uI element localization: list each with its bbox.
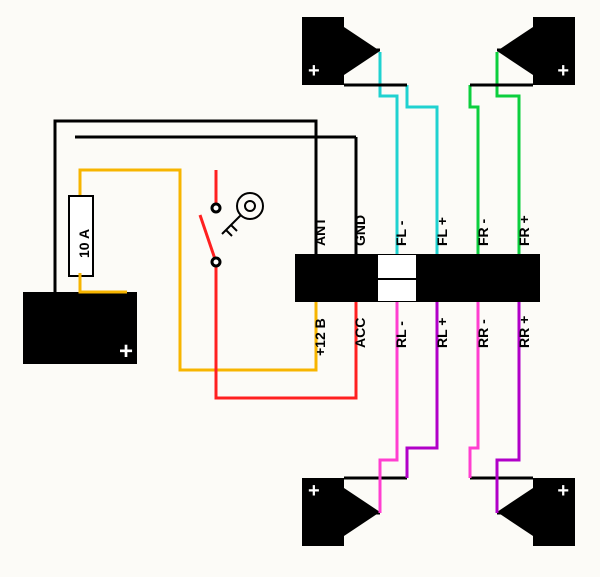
wire-12v-b — [80, 273, 127, 292]
pin-label: RR - — [475, 319, 491, 348]
wiring-diagram: { "type": "wiring-diagram", "title": "Ca… — [0, 0, 600, 577]
key-icon — [222, 193, 263, 236]
wire-12v — [80, 170, 316, 370]
pin-label: RL + — [434, 318, 450, 348]
fuse-label: 10 A — [76, 229, 92, 258]
pin-label: ANT — [312, 217, 328, 246]
wire-fl-pos — [407, 85, 437, 254]
pin-label: +12 B — [312, 318, 328, 356]
pin-label: FR - — [475, 219, 491, 246]
wire-rl-pos — [407, 302, 437, 478]
pin-label: GND — [352, 215, 368, 246]
wire-ant — [55, 121, 316, 292]
pin-label: FR + — [516, 215, 532, 246]
pin-label: RL - — [393, 321, 409, 348]
pin-label: RR + — [516, 316, 532, 348]
pin-label: FL + — [434, 217, 450, 246]
wires — [0, 0, 600, 577]
ignition-switch — [200, 215, 216, 262]
wire-acc — [216, 262, 356, 398]
pin-label: FL - — [393, 221, 409, 246]
pin-label: ACC — [352, 318, 368, 348]
